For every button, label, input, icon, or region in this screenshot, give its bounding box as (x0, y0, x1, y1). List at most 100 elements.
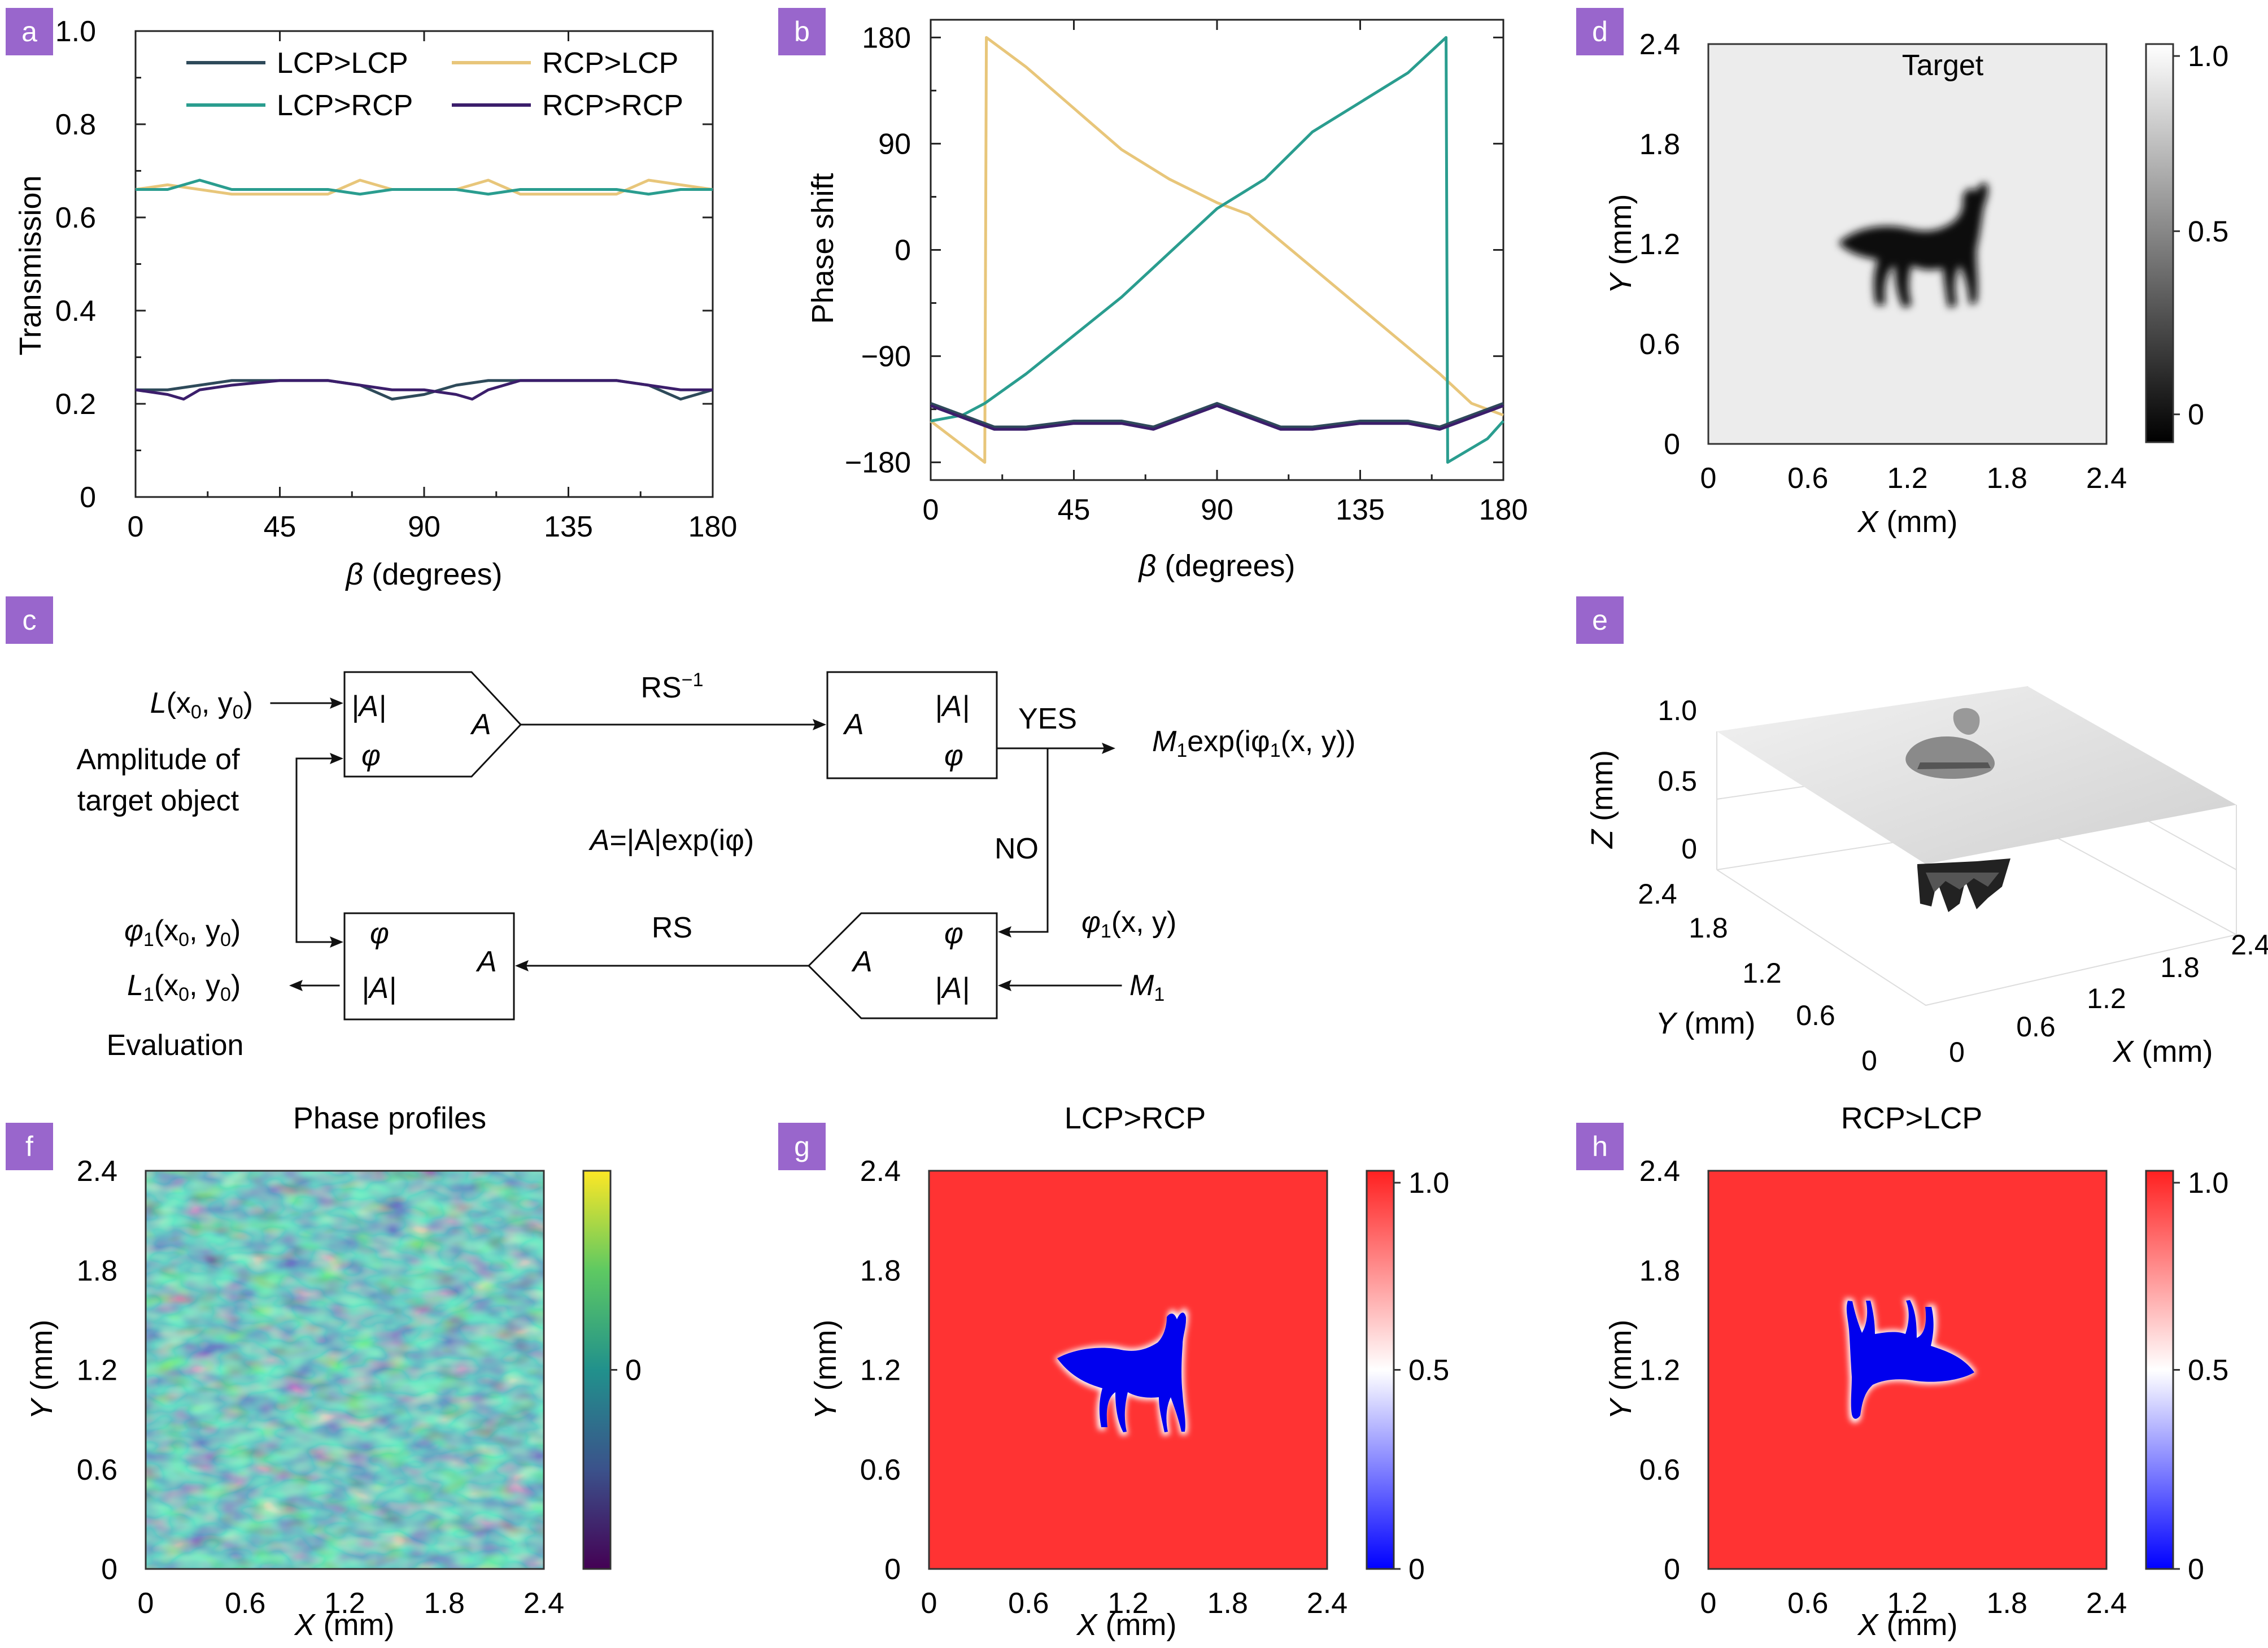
x-tick-label: 0 (138, 1587, 154, 1620)
box4-phase: φ (370, 917, 389, 950)
panel-letter-f: f (6, 1123, 53, 1170)
y-tick-label: 1.2 (1639, 228, 1680, 261)
colorbar-tick-label: 1.0 (2188, 40, 2228, 73)
y-tick-label: 2.4 (1639, 1155, 1680, 1188)
y-axis-label: Y (mm) (1604, 1320, 1638, 1420)
box4-field: A (476, 945, 497, 978)
x-tick-label: 1.2 (1887, 1587, 1927, 1620)
x-tick-label: 2.4 (2086, 462, 2127, 495)
panel-letter-e: e (1576, 596, 1624, 644)
y-tick-label: 1.8 (860, 1254, 901, 1287)
y-tick-label: 0 (80, 481, 96, 514)
fox-intensity-flipped (1844, 1298, 1977, 1423)
box1-field: A (470, 708, 491, 741)
y-tick-label: 2.4 (1639, 28, 1680, 61)
box3-phase: φ (944, 917, 963, 950)
y-tick-label: 0.6 (1796, 1000, 1835, 1031)
x-axis-label: X (mm) (1857, 1608, 1958, 1642)
x-tick-label: 135 (1336, 494, 1385, 526)
evaluation-label: Evaluation (107, 1029, 244, 1062)
x-tick-label: 1.8 (2160, 952, 2200, 983)
x-tick-label: 0.6 (1787, 462, 1828, 495)
x-tick-label: 1.2 (1887, 462, 1927, 495)
flow-box-back-propagated (343, 912, 515, 1021)
x-tick-label: 0 (923, 494, 939, 526)
input-field-label: L(x0, y0) (150, 687, 253, 723)
y-tick-label: 1.2 (1742, 957, 1782, 989)
amplitude-label-line1: Amplitude of (76, 743, 240, 776)
flow-box-constrained (807, 912, 998, 1019)
legend-label: LCP>LCP (277, 47, 408, 80)
legend-label: LCP>RCP (277, 89, 413, 122)
y-axis-label: Phase shift (806, 173, 840, 324)
x-tick-label: 1.8 (1207, 1587, 1248, 1620)
box3-field: A (851, 945, 873, 978)
x-tick-label: 1.2 (324, 1587, 365, 1620)
heatmap-title: Phase profiles (293, 1101, 486, 1135)
y-axis-label: Y (mm) (1656, 1006, 1756, 1040)
series-line-2 (930, 402, 1504, 429)
y-tick-label: 0 (1664, 428, 1680, 461)
rs-inverse-label: RS−1 (640, 669, 703, 704)
y-tick-label: 1.2 (860, 1354, 901, 1387)
box2-amplitude: |A| (935, 690, 970, 723)
x-tick-label: 180 (688, 511, 738, 543)
panel-f-heatmap: Phase profiles 0 0.6 1.2 1.8 2.4 0 0.6 1.2 1.8 2.… (25, 1101, 642, 1642)
colorbar-tick-label: 0 (2188, 1553, 2204, 1586)
phase-estimate-label: φ1(x, y) (1081, 906, 1176, 942)
y-tick-label: 0 (1664, 1553, 1680, 1586)
box2-phase: φ (944, 739, 963, 772)
y-tick-label: 0 (884, 1553, 901, 1586)
y-tick-label: 1.8 (1639, 1254, 1680, 1287)
x-tick-label: 90 (1201, 494, 1233, 526)
amplitude-label-line2: target object (77, 784, 239, 817)
series-line-2 (136, 178, 713, 196)
y-tick-label: −180 (845, 447, 911, 479)
x-tick-label: 1.8 (1987, 1587, 2027, 1620)
z-tick-label: 0.5 (1658, 765, 1697, 797)
box3-amplitude: |A| (935, 972, 970, 1005)
x-axis-label: X (mm) (1076, 1608, 1177, 1642)
panel-h-heatmap: RCP>LCP 0 0.6 1.2 1.8 2.4 0 0.6 1.2 1.8 2.4 0 0.5 1… (1604, 1101, 2228, 1642)
flow-arrowheads (289, 697, 1115, 991)
y-tick-label: 0.6 (1639, 1454, 1680, 1486)
fox-intensity (1055, 1308, 1189, 1436)
reconstructed-field-label: L1(x0, y0) (127, 969, 241, 1005)
colorbar (2145, 43, 2174, 443)
y-tick-label: 0 (895, 234, 911, 267)
panel-letter-g: g (778, 1123, 826, 1170)
y-axis-label: Y (mm) (25, 1320, 59, 1420)
heatmap-title: Target (1902, 49, 1984, 82)
series-line-3 (135, 379, 713, 401)
colorbar-tick-label: 0.5 (2188, 1354, 2228, 1387)
colorbar (1366, 1170, 1395, 1570)
x-tick-label: 0.6 (2016, 1011, 2056, 1043)
flow-arrows (270, 702, 1122, 987)
panel-e-surface-plot: 00.51.000.61.21.82.400.61.21.82.4 Z (mm)… (1585, 686, 2268, 1076)
x-tick-label: 2.4 (524, 1587, 564, 1620)
x-tick-label: 90 (408, 511, 440, 543)
series-line-0 (930, 36, 1504, 464)
heatmap-area (146, 1171, 544, 1569)
x-tick-label: 2.4 (2231, 929, 2268, 961)
y-tick-label: 1.0 (55, 15, 96, 48)
z-tick-label: 1.0 (1658, 695, 1697, 726)
y-axis-label: Transmission (14, 175, 47, 355)
legend-label: RCP>LCP (542, 47, 678, 80)
x-tick-label: 0 (1949, 1036, 1965, 1068)
x-tick-label: 45 (264, 511, 296, 543)
box2-field: A (843, 708, 864, 741)
legend-label: RCP>RCP (542, 89, 683, 122)
x-tick-label: 2.4 (2086, 1587, 2127, 1620)
y-tick-label: 1.8 (1639, 128, 1680, 161)
colorbar-tick-label: 1.0 (1408, 1167, 1449, 1200)
colorbar-tick-label: 0 (625, 1354, 642, 1387)
panel-letter-a: a (6, 8, 53, 55)
colorbar-tick-label: 1.0 (2188, 1167, 2228, 1200)
x-tick-label: 0.6 (1008, 1587, 1049, 1620)
x-axis-label-visible: X (mm) (294, 1608, 395, 1642)
x-axis-label: β (degrees) (1138, 549, 1296, 583)
y-tick-label: 0.6 (77, 1454, 117, 1486)
series-line-3 (930, 404, 1504, 431)
